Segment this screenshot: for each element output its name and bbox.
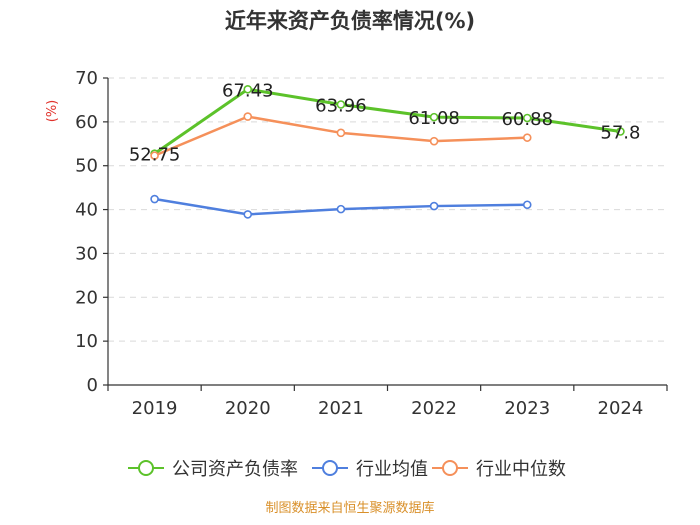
data-point-2 [336,128,346,138]
legend-marker [442,460,458,476]
x-tick-label: 2021 [318,398,364,419]
legend-marker [322,460,338,476]
y-axis-label: (%) [45,100,60,123]
data-labels: 52.75 67.43 63.96 61.08 60.88 57.8 [129,80,641,165]
data-label: 60.88 [501,109,553,130]
data-point-1 [336,204,346,214]
data-point-2 [150,151,159,160]
x-tick-label: 2022 [411,398,457,419]
data-point-0 [429,112,439,122]
legend-label: 行业均值 [356,459,428,480]
source-note: 制图数据来自恒生聚源数据库 [265,500,434,516]
legend-item-2[interactable]: 行业中位数 [432,459,566,480]
y-tick-label: 70 [75,68,98,89]
legend: 公司资产负债率 行业均值 行业中位数 [128,459,566,480]
y-tick-label: 60 [75,112,98,133]
legend-marker [138,460,154,476]
legend-item-0[interactable]: 公司资产负债率 [128,459,298,480]
legend-label: 公司资产负债率 [172,459,298,480]
series-lines [150,84,625,219]
y-tick-label: 40 [75,200,98,221]
data-point-1 [522,200,532,210]
data-label: 67.43 [222,80,274,101]
data-point-1 [429,201,439,211]
data-label: 63.96 [315,95,367,116]
data-point-1 [243,210,253,219]
gridlines [108,77,667,342]
y-tick-label: 0 [87,375,98,396]
data-label: 52.75 [129,145,181,166]
x-tick-label: 2023 [504,398,550,419]
x-tick-label: 2024 [598,398,644,419]
y-tick-label: 10 [75,331,98,352]
series-line-0 [153,87,622,156]
data-point-0 [243,84,253,94]
data-point-0 [616,127,625,136]
data-point-1 [150,194,159,204]
x-tick-label: 2019 [132,398,178,419]
data-point-0 [336,100,346,109]
data-point-2 [243,112,253,121]
data-point-2 [429,136,439,146]
legend-item-1[interactable]: 行业均值 [312,459,428,480]
x-tick-label: 2020 [225,398,271,419]
y-tick-label: 30 [75,243,98,264]
data-point-2 [522,133,532,142]
data-point-0 [522,113,532,123]
data-label: 57.8 [600,123,640,144]
chart-title: 近年来资产负债率情况(%) [225,9,475,33]
data-label: 61.08 [408,108,460,129]
axes: 0 10 20 30 40 50 60 70 2019 2020 2021 2022 2023 2024 [75,68,668,419]
legend-label: 行业中位数 [476,459,566,480]
y-tick-label: 50 [75,156,98,177]
y-tick-label: 20 [75,287,98,308]
